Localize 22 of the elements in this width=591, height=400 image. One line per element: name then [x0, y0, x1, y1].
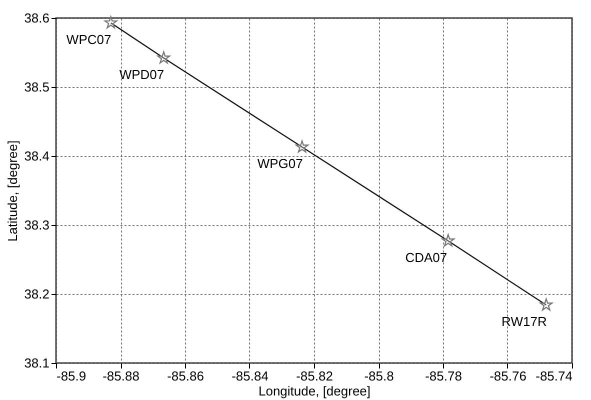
- y-tick-label: 38.4: [24, 148, 50, 164]
- y-tick-label: 38.3: [24, 218, 50, 232]
- annotation: WPG07: [257, 156, 303, 172]
- annotation: WPC07: [66, 32, 112, 47]
- x-tick-label: -85.78: [425, 368, 462, 384]
- y-axis-title: Latitude, [degree]: [5, 140, 20, 242]
- x-tick-label: -85.84: [232, 368, 268, 384]
- x-tick-label: -85.88: [102, 368, 140, 384]
- annotation: WPD07: [119, 67, 164, 82]
- x-tick-label: -85.9: [56, 368, 86, 384]
- x-tick-label: -85.76: [490, 368, 526, 384]
- x-tick-label: -85.74: [536, 368, 572, 384]
- x-tick-label: -85.86: [167, 368, 204, 384]
- y-tick-label: 38.1: [24, 356, 50, 370]
- x-tick-label: -85.8: [364, 368, 394, 384]
- y-tick-label: 38.2: [24, 286, 50, 302]
- y-tick-label: 38.6: [24, 10, 50, 26]
- x-tick-label: -85.82: [296, 368, 333, 384]
- x-axis-title: Longitude, [degree]: [258, 384, 371, 398]
- annotation: RW17R: [502, 314, 547, 330]
- annotation: CDA07: [405, 250, 448, 265]
- y-tick-label: 38.5: [24, 80, 50, 94]
